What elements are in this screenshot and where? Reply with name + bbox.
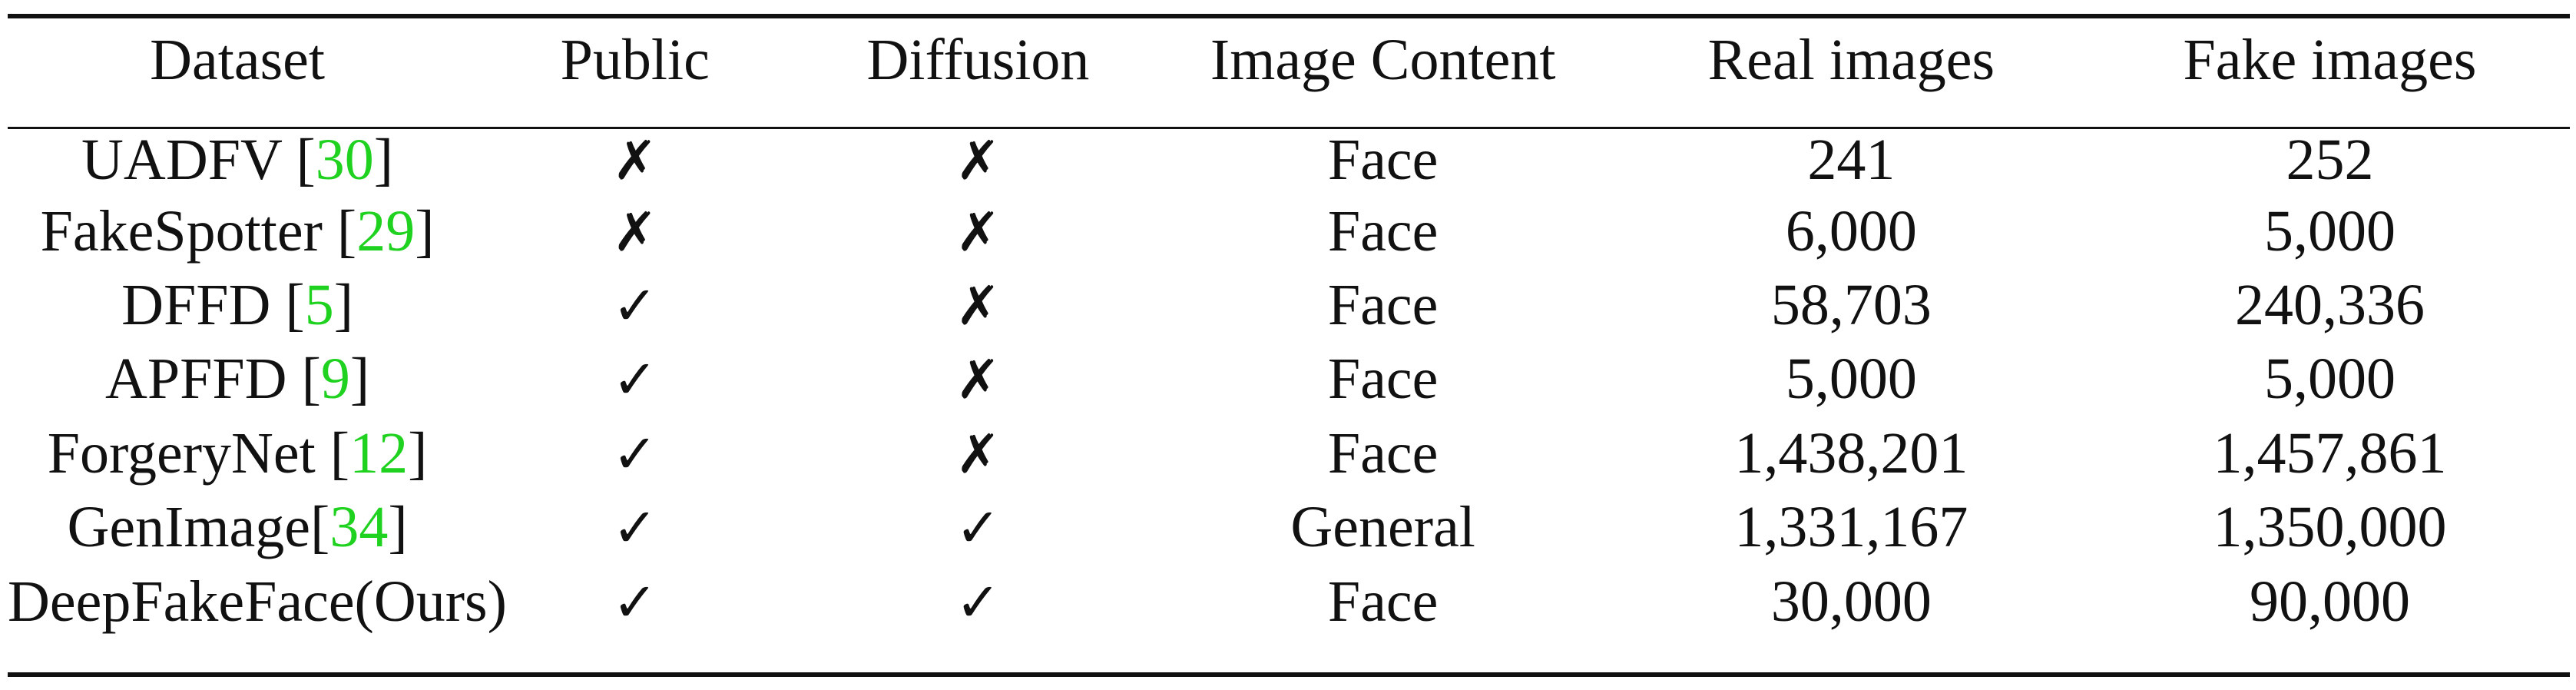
dataset-name-cell: FakeSpotter [29] bbox=[40, 198, 435, 264]
content-cell: Face bbox=[1327, 347, 1439, 412]
diffusion-cell: ✗ bbox=[803, 342, 1153, 416]
fake-images-cell: 1,350,000 bbox=[2213, 495, 2447, 560]
table-top-rule bbox=[8, 14, 2570, 18]
check-icon: ✓ bbox=[955, 496, 1001, 560]
citation-link[interactable]: 12 bbox=[349, 420, 409, 486]
fake-images-cell: 5,000 bbox=[2263, 198, 2396, 264]
content-cell: Face bbox=[1327, 198, 1439, 264]
content-cell: General bbox=[1290, 495, 1475, 560]
citation-link[interactable]: 34 bbox=[329, 495, 389, 560]
check-icon: ✓ bbox=[612, 496, 658, 560]
cross-icon: ✗ bbox=[612, 200, 658, 264]
citation-link[interactable]: 30 bbox=[315, 128, 374, 193]
content-cell: Face bbox=[1327, 569, 1439, 634]
header-public: Public bbox=[560, 28, 710, 92]
diffusion-cell: ✓ bbox=[803, 490, 1153, 564]
cross-icon: ✗ bbox=[955, 422, 1001, 486]
dataset-name: DFFD bbox=[121, 272, 286, 337]
dataset-name-cell: ForgeryNet [12] bbox=[47, 420, 428, 486]
citation-link[interactable]: 5 bbox=[304, 272, 334, 337]
table-header-row: Dataset Public Diffusion Image Content R… bbox=[8, 0, 2570, 120]
real-images-cell: 58,703 bbox=[1770, 272, 1932, 337]
cross-icon: ✗ bbox=[955, 274, 1001, 337]
dataset-name-cell: APFFD [9] bbox=[104, 347, 370, 412]
check-icon: ✓ bbox=[612, 274, 658, 337]
cross-icon: ✗ bbox=[955, 348, 1001, 412]
dataset-name: APFFD bbox=[104, 347, 302, 412]
diffusion-cell: ✗ bbox=[803, 120, 1153, 194]
fake-images-cell: 240,336 bbox=[2234, 272, 2425, 337]
real-images-cell: 1,438,201 bbox=[1734, 420, 1968, 486]
comparison-table-container: Dataset Public Diffusion Image Content R… bbox=[8, 0, 2570, 690]
table-row: DeepFakeFace(Ours) ✓ ✓ Face 30,000 90,00… bbox=[8, 564, 2570, 638]
public-cell: ✓ bbox=[467, 342, 803, 416]
content-cell: Face bbox=[1327, 272, 1439, 337]
dataset-name-cell: UADFV [30] bbox=[81, 128, 394, 193]
check-icon: ✓ bbox=[612, 422, 658, 486]
table-header-rule bbox=[8, 127, 2570, 129]
table-row: APFFD [9] ✓ ✗ Face 5,000 5,000 bbox=[8, 342, 2570, 416]
real-images-cell: 241 bbox=[1807, 128, 1896, 193]
header-dataset: Dataset bbox=[150, 28, 326, 92]
table-row: GenImage[34] ✓ ✓ General 1,331,167 1,350… bbox=[8, 490, 2570, 564]
real-images-cell: 6,000 bbox=[1785, 198, 1917, 264]
dataset-name: UADFV bbox=[81, 128, 296, 193]
table-row: UADFV [30] ✗ ✗ Face 241 252 bbox=[8, 120, 2570, 194]
public-cell: ✓ bbox=[467, 416, 803, 490]
real-images-cell: 5,000 bbox=[1785, 347, 1917, 412]
dataset-comparison-table: Dataset Public Diffusion Image Content R… bbox=[8, 0, 2570, 639]
citation-link[interactable]: 9 bbox=[320, 347, 350, 412]
check-icon: ✓ bbox=[612, 348, 658, 412]
dataset-name: GenImage bbox=[67, 495, 311, 560]
table-row: FakeSpotter [29] ✗ ✗ Face 6,000 5,000 bbox=[8, 194, 2570, 267]
header-fake-images: Fake images bbox=[2183, 28, 2477, 92]
public-cell: ✓ bbox=[467, 490, 803, 564]
table-row: DFFD [5] ✓ ✗ Face 58,703 240,336 bbox=[8, 268, 2570, 342]
dataset-name: DeepFakeFace(Ours) bbox=[8, 569, 507, 634]
dataset-name: ForgeryNet bbox=[47, 420, 330, 486]
table-row: ForgeryNet [12] ✓ ✗ Face 1,438,201 1,457… bbox=[8, 416, 2570, 490]
header-real-images: Real images bbox=[1707, 28, 1995, 92]
citation-link[interactable]: 29 bbox=[356, 198, 416, 264]
content-cell: Face bbox=[1327, 128, 1439, 193]
public-cell: ✓ bbox=[467, 564, 803, 638]
content-cell: Face bbox=[1327, 420, 1439, 486]
dataset-name-cell: DFFD [5] bbox=[121, 272, 354, 337]
diffusion-cell: ✓ bbox=[803, 564, 1153, 638]
cross-icon: ✗ bbox=[955, 200, 1001, 264]
real-images-cell: 1,331,167 bbox=[1734, 495, 1968, 560]
check-icon: ✓ bbox=[955, 570, 1001, 634]
cross-icon: ✗ bbox=[955, 129, 1001, 193]
fake-images-cell: 252 bbox=[2286, 128, 2374, 193]
diffusion-cell: ✗ bbox=[803, 268, 1153, 342]
fake-images-cell: 90,000 bbox=[2249, 569, 2410, 634]
table-bottom-rule bbox=[8, 672, 2570, 677]
check-icon: ✓ bbox=[612, 570, 658, 634]
cross-icon: ✗ bbox=[612, 129, 658, 193]
dataset-name-cell: DeepFakeFace(Ours) bbox=[8, 564, 507, 638]
real-images-cell: 30,000 bbox=[1770, 569, 1932, 634]
fake-images-cell: 5,000 bbox=[2263, 347, 2396, 412]
diffusion-cell: ✗ bbox=[803, 194, 1153, 267]
public-cell: ✗ bbox=[467, 194, 803, 267]
public-cell: ✓ bbox=[467, 268, 803, 342]
dataset-name: FakeSpotter bbox=[40, 198, 337, 264]
dataset-name-cell: GenImage[34] bbox=[67, 495, 408, 560]
diffusion-cell: ✗ bbox=[803, 416, 1153, 490]
header-image-content: Image Content bbox=[1210, 28, 1556, 92]
fake-images-cell: 1,457,861 bbox=[2213, 420, 2447, 486]
header-diffusion: Diffusion bbox=[866, 28, 1090, 92]
public-cell: ✗ bbox=[467, 120, 803, 194]
